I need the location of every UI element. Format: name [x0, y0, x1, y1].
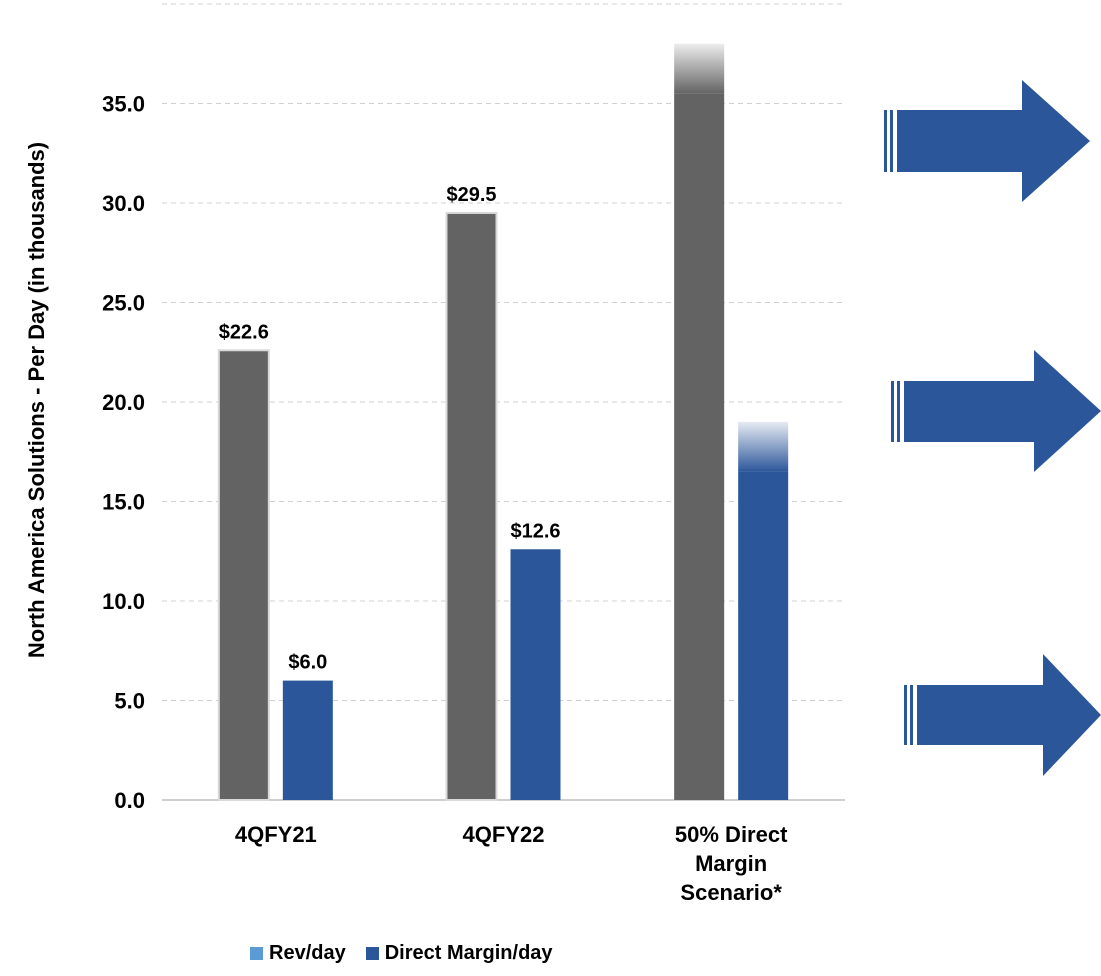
x-category-label: 50% Direct Margin Scenario*: [675, 822, 788, 905]
y-tick-label: 35.0: [102, 92, 145, 117]
y-tick-label: 5.0: [114, 689, 145, 714]
y-tick-label: 20.0: [102, 390, 145, 415]
right-arrow-icon: [904, 654, 1101, 776]
bar: [738, 471, 789, 800]
bars: [217, 43, 789, 801]
y-tick-label: 10.0: [102, 589, 145, 614]
x-axis-categories: 4QFY21 4QFY22 50% Direct Margin Scenario*: [235, 822, 788, 905]
y-tick-label: 0.0: [114, 788, 145, 813]
gridlines: [162, 3, 845, 701]
legend-item-rev: Rev/day: [250, 942, 346, 965]
chart: 0.0 5.0 10.0 15.0 20.0 25.0 30.0 35.0 $22.6 $29.…: [24, 3, 1101, 905]
bar-fade-top: [738, 421, 789, 472]
legend-swatch-margin: [365, 946, 379, 960]
bar: [674, 93, 725, 801]
side-arrows: [884, 80, 1101, 776]
right-arrow-icon: [891, 350, 1101, 472]
y-tick-label: 15.0: [102, 490, 145, 515]
right-arrow-icon: [884, 80, 1090, 202]
x-category-label: 4QFY22: [463, 822, 545, 847]
y-tick-label: 25.0: [102, 291, 145, 316]
legend-label-margin: Direct Margin/day: [384, 941, 553, 964]
data-label: $12.6: [510, 520, 560, 542]
data-labels: $22.6 $29.5 $6.0 $12.6: [219, 184, 561, 674]
bar: [282, 680, 333, 800]
bar: [510, 549, 561, 800]
legend-swatch-rev: [250, 946, 263, 960]
y-axis-title: North America Solutions - Per Day (in th…: [24, 142, 49, 658]
x-category-label: 4QFY21: [235, 822, 317, 847]
data-label: $6.0: [288, 652, 327, 674]
legend: Rev/day Direct Margin/day: [250, 940, 553, 966]
y-axis-ticks: 0.0 5.0 10.0 15.0 20.0 25.0 30.0 35.0: [102, 92, 145, 814]
bar-fade-top: [674, 43, 725, 94]
y-tick-label: 30.0: [102, 191, 145, 216]
bar: [445, 211, 498, 801]
data-label: $29.5: [446, 184, 496, 206]
legend-label-rev: Rev/day: [269, 941, 346, 964]
data-label: $22.6: [219, 321, 269, 343]
legend-item-margin: Direct Margin/day: [365, 941, 553, 965]
bar: [217, 349, 270, 801]
